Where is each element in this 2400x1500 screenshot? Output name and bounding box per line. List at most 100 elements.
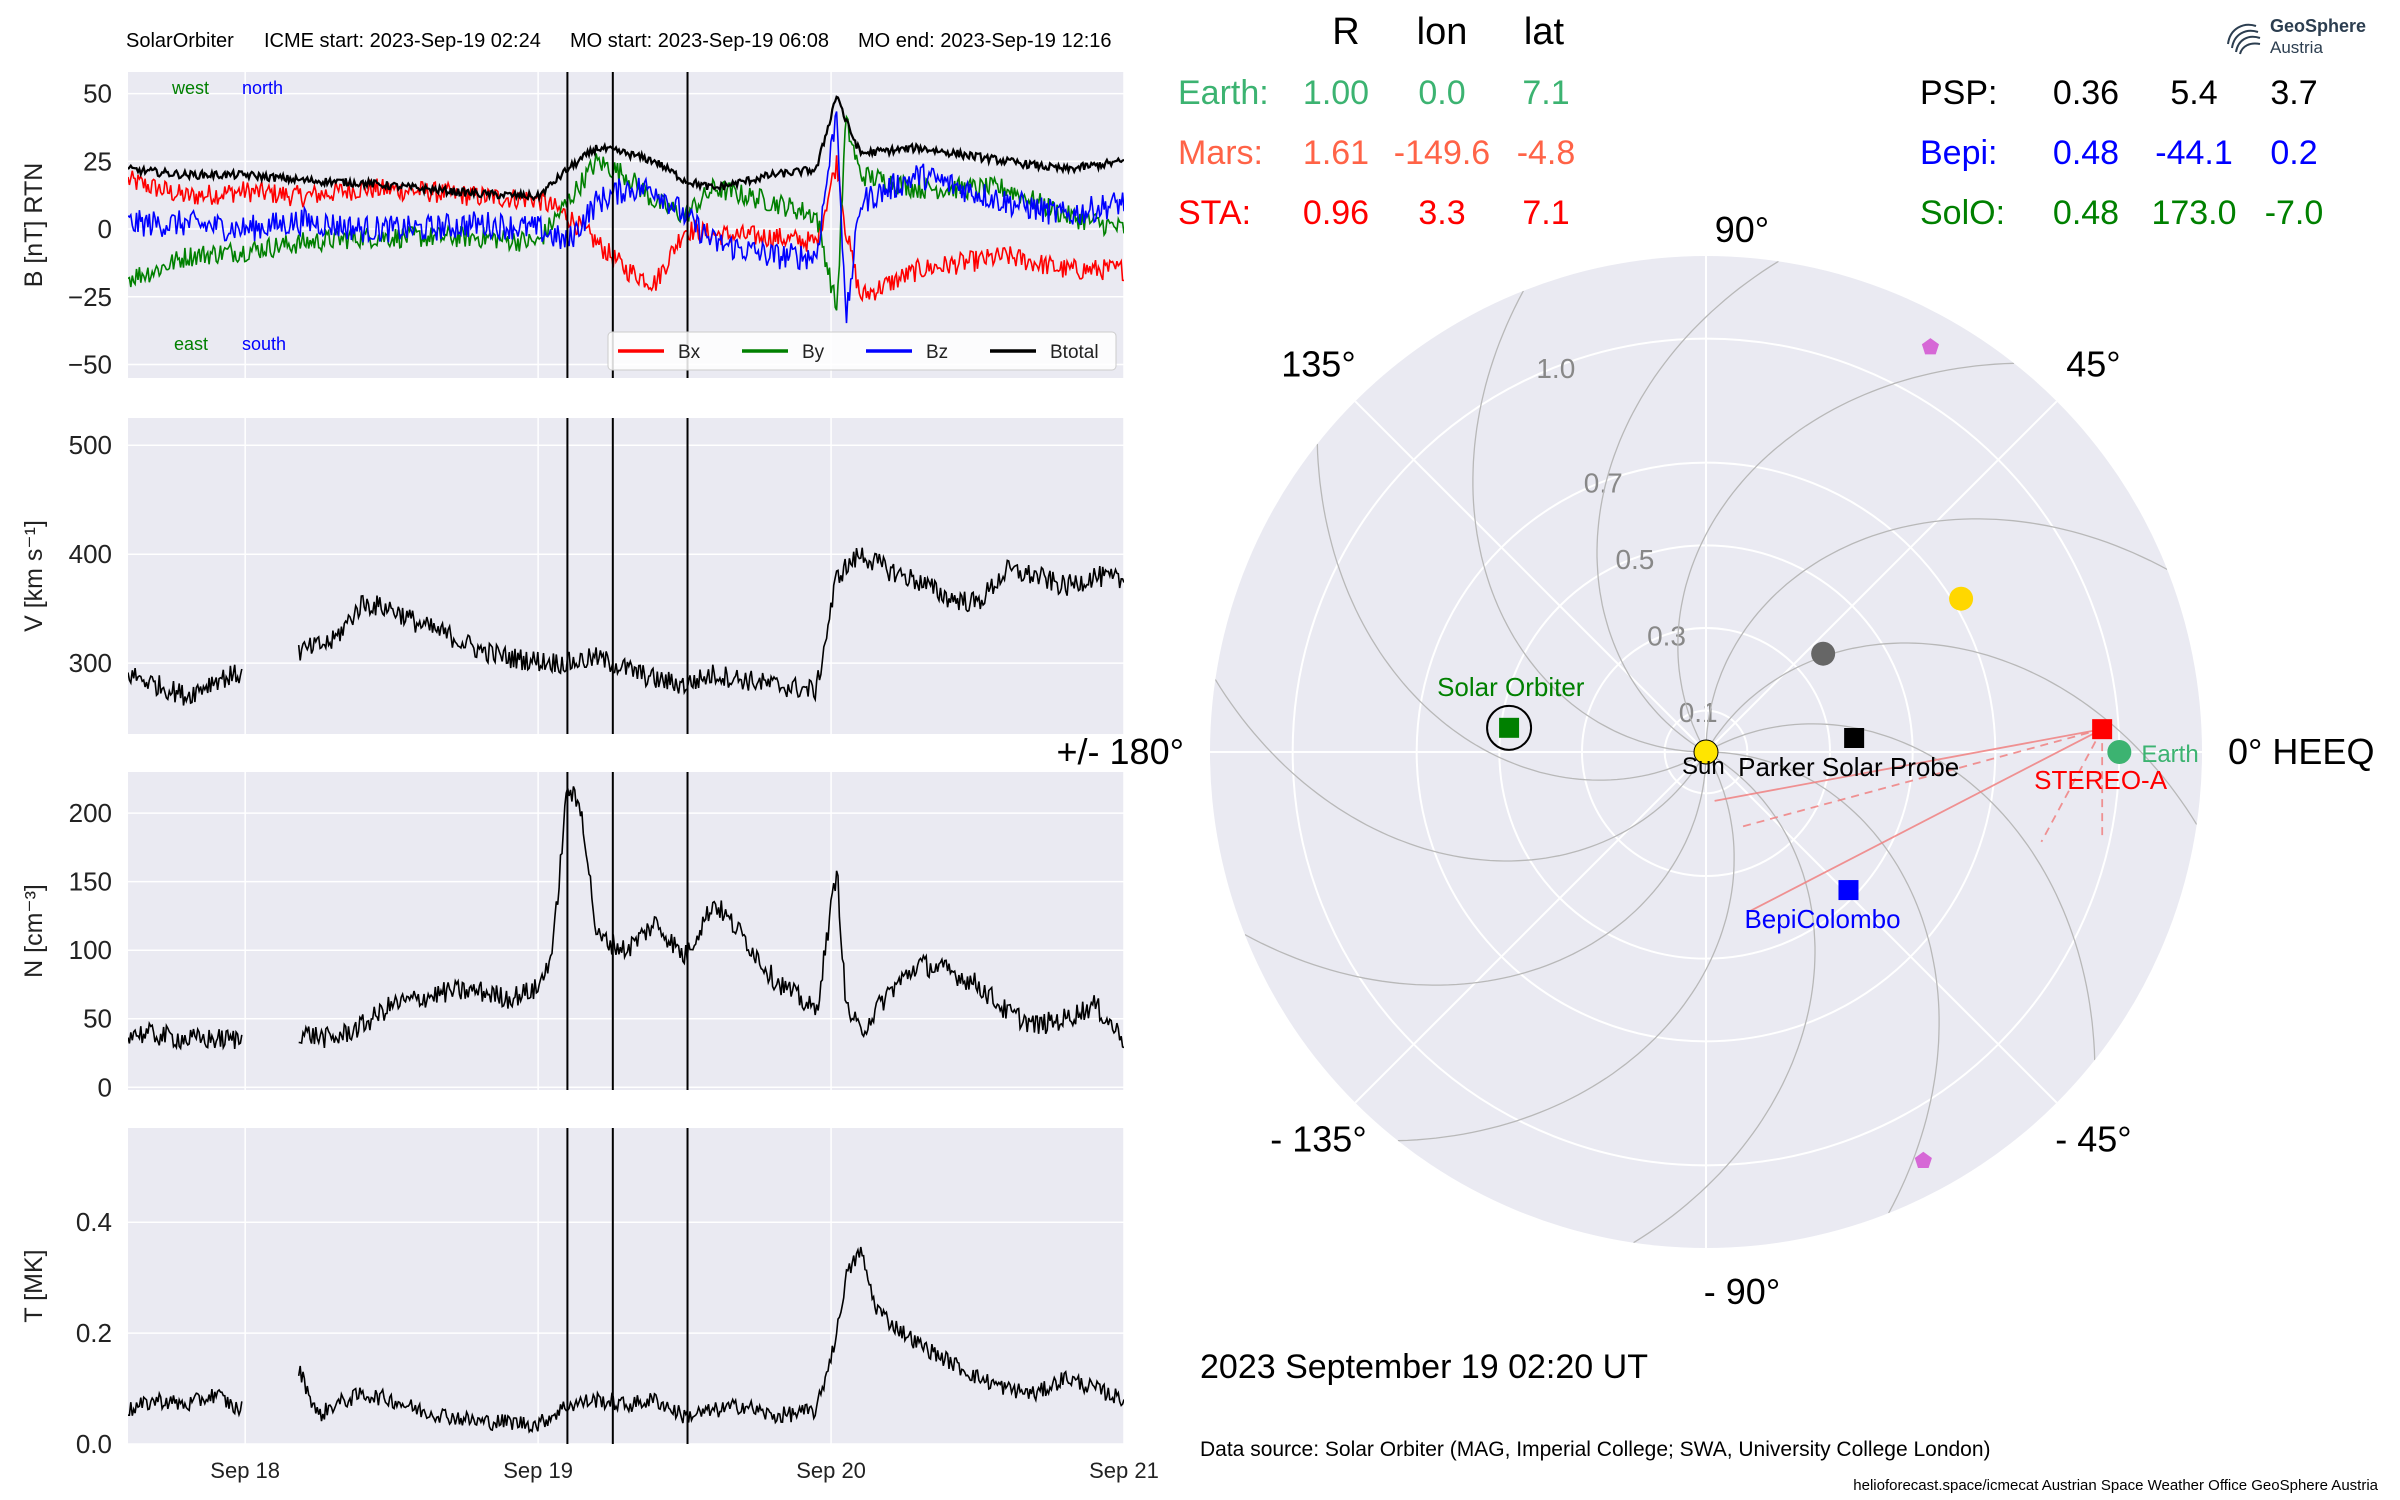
parker-spiral-line: [1633, 751, 1816, 1244]
polar-angle-label: - 135°: [1270, 1118, 1366, 1159]
annotation-east: east: [174, 334, 208, 354]
parker-spiral-line: [1705, 518, 2168, 753]
parker-spiral-line: [1214, 679, 1707, 862]
polar-angle-label: 90°: [1715, 209, 1769, 250]
stereo-a-fov-line: [1748, 728, 2103, 913]
legend-label-By: By: [802, 342, 825, 363]
polar-grid-spoke: [1354, 400, 1707, 753]
y-axis-label: T [MK]: [20, 1249, 48, 1322]
mo-end-text: MO end: 2023-Sep-19 12:16: [858, 30, 1112, 52]
heeq-polar-plot: 0.10.30.50.71.090°45°0° HEEQ- 45°- 90°- …: [1057, 209, 2375, 1312]
body-stereo-a: STEREO-A: [2034, 719, 2168, 795]
body-bepicolombo: BepiColombo: [1744, 880, 1901, 934]
y-tick-label: 0: [98, 214, 112, 244]
table-right-lon: 173.0: [2151, 194, 2236, 232]
panel-background: [128, 772, 1124, 1090]
body-label: BepiColombo: [1744, 904, 1900, 934]
table-right-lon: -44.1: [2155, 134, 2233, 172]
body-label: Parker Solar Probe: [1738, 752, 1959, 782]
body-label: Earth: [2141, 741, 2198, 768]
table-right-R: 0.48: [2053, 194, 2119, 232]
radial-tick-label: 0.5: [1615, 544, 1654, 575]
series-line-N: [128, 786, 1124, 1051]
annotation-west: west: [171, 78, 209, 98]
y-tick-label: 50: [83, 79, 112, 109]
annotation-south: south: [242, 334, 286, 354]
y-tick-label: 150: [69, 867, 112, 897]
table-right-lat: -7.0: [2265, 194, 2324, 232]
body-marker: [1914, 1151, 1932, 1168]
series-line-Bz: [128, 111, 1124, 324]
stereo-a-fov-line: [1740, 728, 2103, 828]
panel-T: 0.0 0.2 0.4 T [MK] Sep 18 Sep 19 Sep 20 Sep 21: [20, 1128, 1159, 1483]
polar-grid-spoke: [1705, 751, 2058, 1104]
time-series-panels: −50 −25 0 25 50 B [nT] RTN west north east south B…: [20, 72, 1159, 1483]
x-tick-label: Sep 20: [796, 1458, 866, 1483]
table-right-name: PSP:: [1920, 74, 1997, 112]
body-solar-orbiter: Solar Orbiter: [1437, 672, 1585, 751]
panel-V: 300 400 500 V [km s⁻¹]: [20, 418, 1125, 734]
body-marker: [1838, 880, 1859, 901]
y-tick-label: 0.2: [76, 1318, 112, 1348]
body-planet-pentagon-north: [1921, 338, 1939, 355]
polar-grid-spoke: [1354, 751, 1707, 1104]
y-axis-label: V [km s⁻¹]: [20, 520, 48, 632]
stereo-a-fov-line: [1714, 728, 2103, 802]
panel-N: 0 50 100 150 200 N [cm⁻³]: [20, 772, 1125, 1102]
data-layer: [128, 1246, 1124, 1434]
polar-angle-label: 135°: [1281, 344, 1355, 385]
table-right-name: Bepi:: [1920, 134, 1998, 172]
geosphere-logo-mark-icon: [2227, 23, 2261, 55]
table-right-name: SolO:: [1920, 194, 2005, 232]
body-marker: [1499, 717, 1520, 738]
series-line-Bx: [128, 155, 1124, 303]
parker-spiral-line: [1677, 362, 2015, 753]
y-axis-label: B [nT] RTN: [20, 163, 48, 288]
table-left-name: Earth:: [1178, 74, 1269, 112]
table-left-lon: 3.3: [1418, 194, 1465, 232]
table-header-lon: lon: [1417, 11, 1468, 53]
legend-label-Bx: Bx: [678, 342, 701, 363]
y-tick-label: 50: [83, 1004, 112, 1034]
body-marker: [1693, 739, 1719, 765]
data-source-text: Data source: Solar Orbiter (MAG, Imperia…: [1200, 1438, 1991, 1461]
table-left-lon: 0.0: [1418, 74, 1465, 112]
body-marker: [2092, 719, 2113, 740]
body-venus: [1949, 586, 1974, 611]
body-label: STEREO-A: [2034, 765, 2168, 795]
table-header-lat: lat: [1524, 11, 1565, 53]
body-marker: [1844, 727, 1865, 748]
x-tick-label: Sep 18: [210, 1458, 280, 1483]
legend: Bx By Bz Btotal: [607, 331, 1117, 371]
table-left-R: 1.61: [1303, 134, 1369, 172]
data-layer: [128, 95, 1124, 324]
legend-frame: [607, 331, 1117, 371]
radial-tick-label: 1.0: [1536, 353, 1575, 384]
stereo-a-fov-line: [2040, 728, 2103, 843]
series-line-V: [128, 547, 1124, 706]
y-tick-label: −25: [68, 282, 112, 312]
body-mercury: [1811, 641, 1836, 666]
table-left-R: 1.00: [1303, 74, 1369, 112]
table-right-lon: 5.4: [2170, 74, 2217, 112]
polar-angle-label: +/- 180°: [1057, 731, 1184, 772]
timestamp-title: 2023 September 19 02:20 UT: [1200, 1348, 1648, 1386]
table-right-R: 0.48: [2053, 134, 2119, 172]
mo-start-text: MO start: 2023-Sep-19 06:08: [570, 30, 829, 52]
table-left-lat: 7.1: [1522, 74, 1569, 112]
body-marker: [2107, 740, 2132, 764]
y-tick-label: 500: [69, 430, 112, 460]
table-right-R: 0.36: [2053, 74, 2119, 112]
parker-spiral-line: [1397, 751, 1735, 1142]
parker-spiral-line: [1596, 260, 1779, 753]
geosphere-logo: GeoSphere Austria: [2216, 12, 2386, 62]
parker-spiral-line: [1705, 751, 1940, 1214]
panel-background: [128, 1128, 1124, 1444]
series-line-T: [128, 1246, 1124, 1434]
panel-background: [128, 418, 1124, 734]
panel-B: −50 −25 0 25 50 B [nT] RTN west north east south B…: [20, 72, 1125, 379]
parker-spirals: [1214, 260, 2198, 1244]
table-left-lon: -149.6: [1394, 134, 1490, 172]
body-parker-solar-probe: Parker Solar Probe: [1738, 727, 1959, 782]
